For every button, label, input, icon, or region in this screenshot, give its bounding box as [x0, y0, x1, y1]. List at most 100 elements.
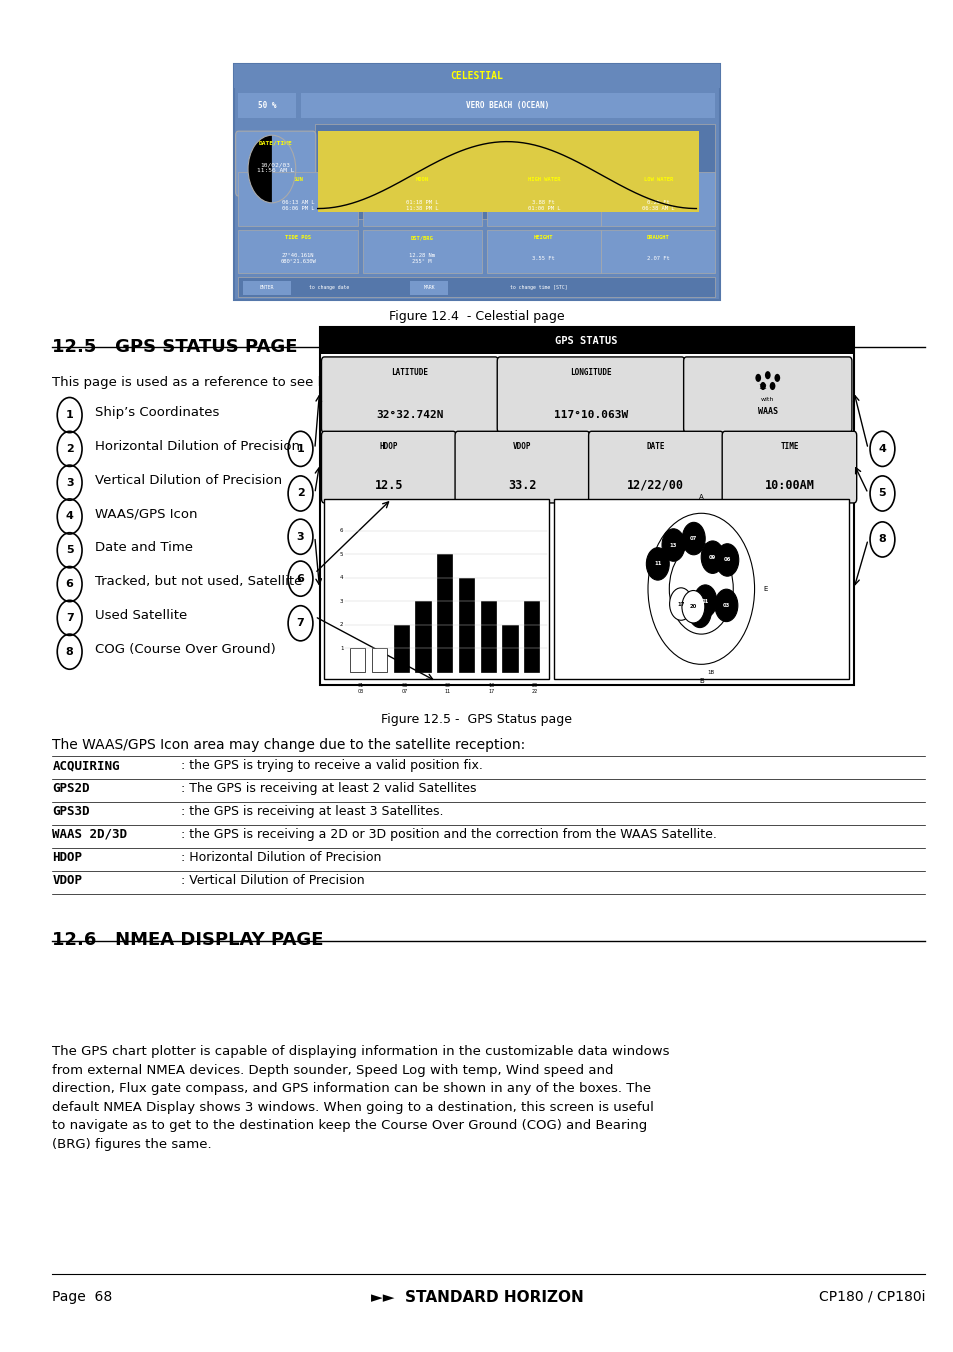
FancyBboxPatch shape [362, 172, 481, 226]
Text: Tracked, but not used, Satellite: Tracked, but not used, Satellite [95, 575, 302, 588]
Text: ACQUIRING: ACQUIRING [52, 758, 120, 772]
Text: 6: 6 [296, 573, 304, 584]
Text: 12.5   GPS STATUS PAGE: 12.5 GPS STATUS PAGE [52, 338, 297, 356]
Text: 8: 8 [878, 534, 885, 545]
FancyBboxPatch shape [455, 431, 589, 503]
Wedge shape [248, 135, 272, 203]
Text: A: A [699, 493, 703, 500]
Text: Used Satellite: Used Satellite [95, 608, 188, 622]
Text: 06
07: 06 07 [401, 683, 407, 694]
Text: ►►  STANDARD HORIZON: ►► STANDARD HORIZON [370, 1290, 583, 1305]
Text: 2: 2 [339, 622, 343, 627]
FancyBboxPatch shape [324, 499, 548, 679]
FancyBboxPatch shape [321, 357, 497, 433]
FancyBboxPatch shape [394, 625, 409, 672]
Text: 6: 6 [66, 579, 73, 589]
FancyBboxPatch shape [317, 131, 699, 212]
FancyBboxPatch shape [243, 281, 291, 295]
Text: 12.28 Nm
255° M: 12.28 Nm 255° M [409, 253, 435, 264]
FancyBboxPatch shape [523, 602, 538, 672]
Circle shape [714, 589, 737, 622]
Text: 07: 07 [689, 535, 697, 541]
Text: 4: 4 [66, 511, 73, 522]
Text: 10:00AM: 10:00AM [763, 479, 814, 492]
Text: 50 %: 50 % [257, 101, 276, 110]
Text: VERO BEACH (OCEAN): VERO BEACH (OCEAN) [466, 101, 549, 110]
Text: Date and Time: Date and Time [95, 541, 193, 554]
Circle shape [769, 381, 775, 389]
Text: 0.25 Ft
06:38 AM L: 0.25 Ft 06:38 AM L [641, 200, 674, 211]
FancyBboxPatch shape [588, 431, 722, 503]
Text: 2.07 Ft: 2.07 Ft [646, 256, 669, 261]
Text: : the GPS is receiving at least 3 Satellites.: : the GPS is receiving at least 3 Satell… [181, 804, 443, 818]
Text: 06:13 AM L
06:06 PM L: 06:13 AM L 06:06 PM L [281, 200, 314, 211]
Text: 4: 4 [339, 576, 343, 580]
FancyBboxPatch shape [480, 602, 496, 672]
Text: WAAS 2D/3D: WAAS 2D/3D [52, 827, 128, 841]
Text: GPS2D: GPS2D [52, 781, 90, 795]
Text: 3: 3 [66, 477, 73, 488]
FancyBboxPatch shape [233, 64, 720, 88]
FancyBboxPatch shape [600, 230, 715, 273]
FancyBboxPatch shape [410, 281, 448, 295]
Text: DRAUGHT: DRAUGHT [646, 235, 669, 241]
Text: 2: 2 [296, 488, 304, 499]
FancyBboxPatch shape [238, 93, 295, 118]
FancyBboxPatch shape [238, 230, 357, 273]
Text: 12/22/00: 12/22/00 [627, 479, 683, 492]
Text: HEIGHT: HEIGHT [534, 235, 553, 241]
Text: 1B: 1B [706, 669, 714, 675]
Circle shape [248, 135, 295, 203]
Circle shape [715, 544, 738, 576]
Text: 03: 03 [722, 603, 729, 608]
Text: CP180 / CP180i: CP180 / CP180i [818, 1290, 924, 1303]
FancyBboxPatch shape [362, 230, 481, 273]
Text: Ship’s Coordinates: Ship’s Coordinates [95, 406, 219, 419]
FancyBboxPatch shape [721, 431, 856, 503]
Text: Vertical Dilution of Precision: Vertical Dilution of Precision [95, 473, 282, 487]
Text: 7: 7 [296, 618, 304, 629]
Text: 01:18 PM L
11:38 PM L: 01:18 PM L 11:38 PM L [405, 200, 438, 211]
Text: DATE: DATE [646, 442, 664, 452]
Text: Page  68: Page 68 [52, 1290, 112, 1303]
Text: : the GPS is trying to receive a valid position fix.: : the GPS is trying to receive a valid p… [181, 758, 482, 772]
FancyBboxPatch shape [497, 357, 684, 433]
FancyBboxPatch shape [486, 172, 600, 226]
FancyBboxPatch shape [321, 431, 456, 503]
Text: 01
03: 01 03 [357, 683, 364, 694]
Text: with: with [760, 397, 774, 402]
Circle shape [755, 373, 760, 383]
Text: 13: 13 [669, 542, 677, 548]
Text: DATE/TIME: DATE/TIME [258, 141, 293, 146]
FancyBboxPatch shape [683, 357, 851, 433]
Text: to change date: to change date [309, 285, 349, 291]
FancyBboxPatch shape [436, 554, 452, 672]
Text: TIDE POS: TIDE POS [285, 235, 311, 241]
Circle shape [693, 585, 716, 618]
Text: GPS3D: GPS3D [52, 804, 90, 818]
Text: : The GPS is receiving at least 2 valid Satellites: : The GPS is receiving at least 2 valid … [181, 781, 476, 795]
Text: 3: 3 [296, 531, 304, 542]
Text: CELESTIAL: CELESTIAL [450, 70, 503, 81]
Text: LONGITUDE: LONGITUDE [570, 368, 611, 377]
Text: 09
11: 09 11 [444, 683, 451, 694]
Circle shape [688, 595, 711, 627]
Text: MARK: MARK [423, 285, 435, 291]
Text: LOW WATER: LOW WATER [643, 177, 672, 183]
Text: GPS STATUS: GPS STATUS [555, 335, 618, 346]
Text: 27°40.161N
080°21.630W: 27°40.161N 080°21.630W [280, 253, 315, 264]
FancyBboxPatch shape [350, 649, 365, 672]
Circle shape [700, 541, 723, 573]
Text: : the GPS is receiving a 2D or 3D position and the correction from the WAAS Sate: : the GPS is receiving a 2D or 3D positi… [181, 827, 717, 841]
Text: 12: 12 [758, 384, 766, 391]
Circle shape [646, 548, 669, 580]
FancyBboxPatch shape [233, 64, 720, 300]
Text: HIGH WATER: HIGH WATER [527, 177, 559, 183]
Text: E: E [763, 585, 767, 592]
Text: 22: 22 [696, 608, 702, 614]
Text: 1: 1 [66, 410, 73, 420]
Text: 09: 09 [708, 554, 716, 560]
Text: 11: 11 [654, 561, 660, 566]
FancyBboxPatch shape [319, 327, 853, 354]
Text: 4: 4 [878, 443, 885, 454]
